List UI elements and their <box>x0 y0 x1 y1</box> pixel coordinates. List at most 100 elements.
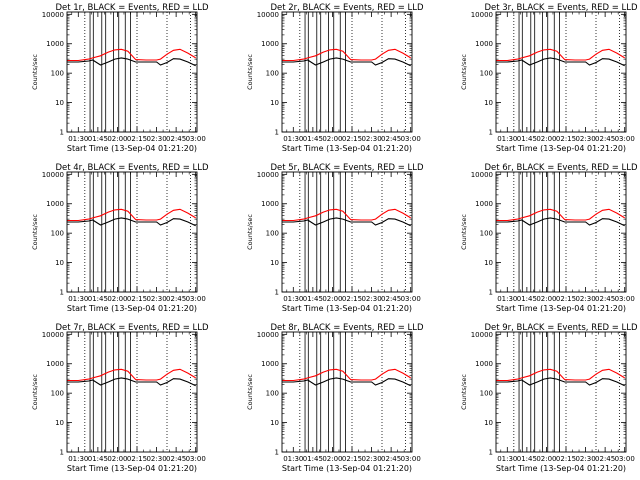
x-tick-label: 01:30 <box>497 135 517 143</box>
y-tick-label: 10 <box>270 99 279 107</box>
plot-frame <box>495 171 627 293</box>
x-tick-label: 02:45 <box>381 135 401 143</box>
y-axis-label: Counts/sec <box>460 374 468 410</box>
plot-frame <box>281 171 413 293</box>
y-tick-label: 1 <box>275 289 279 297</box>
lld-series-line <box>496 368 625 382</box>
x-tick-label: 02:00 <box>322 455 342 463</box>
chart-title: Det 5r, BLACK = Events, RED = LLD <box>270 163 424 173</box>
y-tick-label: 1 <box>60 449 64 457</box>
x-tick-label: 01:45 <box>303 135 323 143</box>
plot-frame <box>66 171 198 293</box>
x-tick-label: 02:00 <box>536 135 556 143</box>
x-tick-label: 02:00 <box>322 135 342 143</box>
y-tick-label: 10 <box>484 259 493 267</box>
x-tick-label: 01:45 <box>88 295 108 303</box>
events-series-line <box>67 217 196 227</box>
x-tick-label: 03:00 <box>186 295 206 303</box>
chart-title: Det 9r, BLACK = Events, RED = LLD <box>484 323 638 333</box>
x-axis-label: Start Time (13-Sep-04 01:21:20) <box>496 144 626 153</box>
y-tick-label: 1000 <box>261 360 279 368</box>
lld-series-line <box>282 48 411 62</box>
x-tick-label: 01:45 <box>88 455 108 463</box>
y-tick-label: 10000 <box>42 11 64 19</box>
x-tick-label: 02:15 <box>556 295 576 303</box>
y-axis-label: Counts/sec <box>246 374 254 410</box>
lld-series-line <box>67 48 196 62</box>
chart-title: Det 4r, BLACK = Events, RED = LLD <box>55 163 209 173</box>
y-tick-label: 10000 <box>42 171 64 179</box>
events-series-line <box>67 57 196 67</box>
y-axis-label: Counts/sec <box>246 54 254 90</box>
x-tick-label: 02:00 <box>536 455 556 463</box>
x-tick-label: 03:00 <box>615 455 635 463</box>
x-axis-label: Start Time (13-Sep-04 01:21:20) <box>67 144 197 153</box>
x-tick-label: 01:45 <box>303 455 323 463</box>
y-tick-label: 100 <box>480 230 493 238</box>
chart-title: Det 3r, BLACK = Events, RED = LLD <box>484 3 638 13</box>
x-axis-label: Start Time (13-Sep-04 01:21:20) <box>67 464 197 473</box>
y-tick-label: 1000 <box>46 360 64 368</box>
x-tick-label: 02:45 <box>381 455 401 463</box>
y-tick-label: 1000 <box>475 40 493 48</box>
y-tick-label: 10 <box>270 259 279 267</box>
plot-frame <box>495 331 627 453</box>
x-tick-label: 02:45 <box>166 455 186 463</box>
chart-panel-3: Det 3r, BLACK = Events, RED = LLD Counts/… <box>460 3 638 153</box>
y-tick-label: 10000 <box>471 11 493 19</box>
y-tick-label: 10 <box>484 99 493 107</box>
x-tick-label: 03:00 <box>186 135 206 143</box>
x-tick-label: 02:30 <box>146 455 166 463</box>
chart-panel-4: Det 4r, BLACK = Events, RED = LLD Counts/… <box>31 163 209 313</box>
x-tick-label: 02:15 <box>127 135 147 143</box>
lld-series-line <box>67 368 196 382</box>
x-axis-label: Start Time (13-Sep-04 01:21:20) <box>282 464 412 473</box>
chart-panel-6: Det 6r, BLACK = Events, RED = LLD Counts/… <box>460 163 638 313</box>
x-tick-label: 01:45 <box>517 295 537 303</box>
x-tick-label: 02:45 <box>595 295 615 303</box>
x-tick-label: 02:15 <box>127 455 147 463</box>
y-tick-label: 1 <box>275 449 279 457</box>
events-series-line <box>496 57 625 67</box>
y-tick-label: 1000 <box>475 360 493 368</box>
y-axis-label: Counts/sec <box>246 214 254 250</box>
x-tick-label: 02:45 <box>381 295 401 303</box>
chart-title: Det 8r, BLACK = Events, RED = LLD <box>270 323 424 333</box>
x-tick-label: 03:00 <box>401 455 421 463</box>
x-tick-label: 01:30 <box>68 135 88 143</box>
x-axis-label: Start Time (13-Sep-04 01:21:20) <box>282 304 412 313</box>
y-axis-label: Counts/sec <box>460 54 468 90</box>
y-tick-label: 10 <box>55 259 64 267</box>
y-tick-label: 10 <box>55 419 64 427</box>
plot-frame <box>281 331 413 453</box>
y-tick-label: 100 <box>51 230 64 238</box>
x-tick-label: 02:30 <box>146 135 166 143</box>
y-axis-label: Counts/sec <box>31 374 39 410</box>
x-tick-label: 01:30 <box>68 455 88 463</box>
x-tick-label: 02:45 <box>595 455 615 463</box>
x-tick-label: 03:00 <box>615 295 635 303</box>
x-tick-label: 02:15 <box>556 135 576 143</box>
plot-frame <box>281 11 413 133</box>
x-tick-label: 01:45 <box>517 455 537 463</box>
y-tick-label: 10000 <box>257 171 279 179</box>
x-tick-label: 02:15 <box>342 295 362 303</box>
y-axis-label: Counts/sec <box>31 214 39 250</box>
y-tick-label: 100 <box>480 390 493 398</box>
lld-series-line <box>282 208 411 222</box>
events-series-line <box>496 217 625 227</box>
chart-panel-9: Det 9r, BLACK = Events, RED = LLD Counts/… <box>460 323 638 473</box>
x-tick-label: 02:30 <box>575 455 595 463</box>
plot-frame <box>495 11 627 133</box>
x-axis-label: Start Time (13-Sep-04 01:21:20) <box>496 304 626 313</box>
x-tick-label: 02:30 <box>146 295 166 303</box>
y-tick-label: 1 <box>489 289 493 297</box>
chart-title: Det 1r, BLACK = Events, RED = LLD <box>55 3 209 13</box>
y-tick-label: 1 <box>60 129 64 137</box>
y-tick-label: 1 <box>489 129 493 137</box>
events-series-line <box>282 377 411 387</box>
events-series-line <box>67 377 196 387</box>
y-axis-label: Counts/sec <box>460 214 468 250</box>
events-series-line <box>282 57 411 67</box>
